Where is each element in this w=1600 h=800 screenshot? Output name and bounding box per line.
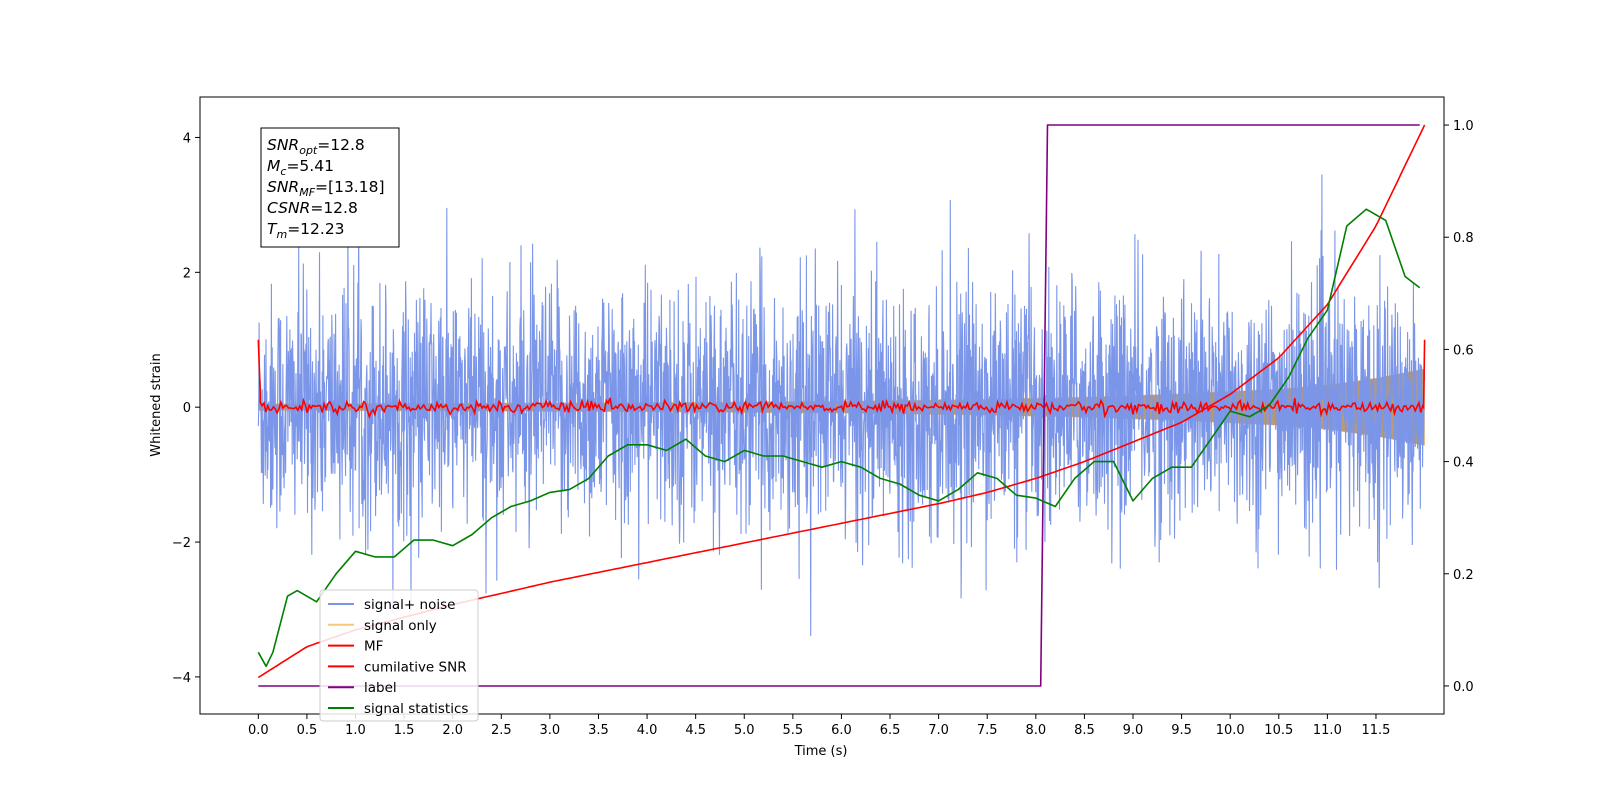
x-tick-label: 4.0 (637, 723, 658, 738)
legend-entry: signal+ noise (364, 597, 455, 613)
y-tick-label: −2 (172, 536, 191, 551)
legend-entry: label (364, 680, 397, 696)
x-tick-label: 8.0 (1025, 723, 1046, 738)
x-tick-label: 0.5 (297, 723, 318, 738)
x-tick-label: 3.0 (540, 723, 561, 738)
x-tick-label: 9.0 (1123, 723, 1144, 738)
y-axis-label: Whitened strain (149, 353, 164, 456)
x-tick-label: 10.0 (1216, 723, 1245, 738)
legend: signal+ noise signal only MF cumilative SNR… (319, 589, 479, 722)
x-tick-label: 3.5 (588, 723, 609, 738)
signal-noise-series (257, 174, 1426, 637)
signal-noise-line (257, 174, 1426, 637)
right-y-tick-label: 0.0 (1453, 680, 1474, 695)
x-tick-label: 1.0 (345, 723, 366, 738)
x-tick-label: 7.0 (928, 723, 949, 738)
y-axis-ticks: −4 −2 0 2 4 (172, 131, 200, 686)
x-tick-label: 11.5 (1361, 723, 1390, 738)
x-tick-label: 2.5 (491, 723, 512, 738)
label-line (258, 124, 1420, 687)
x-tick-label: 0.0 (248, 723, 269, 738)
annotation-box: SNRopt=12.8Mc=5.41SNRMF=[13.18]CSNR=12.8… (260, 127, 400, 248)
x-tick-label: 4.5 (685, 723, 706, 738)
legend-entry: MF (364, 639, 383, 655)
legend-entry: cumilative SNR (364, 659, 467, 675)
x-tick-label: 6.0 (831, 723, 852, 738)
legend-entry: signal statistics (364, 701, 468, 717)
annotation-line: SNRopt=12.8 (267, 136, 365, 157)
x-tick-label: 10.5 (1264, 723, 1293, 738)
y-tick-label: 0 (183, 401, 191, 416)
plot-frame (199, 96, 1445, 715)
x-tick-label: 8.5 (1074, 723, 1095, 738)
y-tick-label: −4 (172, 671, 191, 686)
mf-line (257, 339, 1426, 420)
signal-statistics-line (257, 208, 1421, 668)
right-y-tick-label: 0.4 (1453, 456, 1474, 471)
annotation-line: Tm=12.23 (267, 220, 345, 241)
annotation-line: CSNR=12.8 (267, 199, 358, 217)
right-y-tick-label: 0.8 (1453, 231, 1474, 246)
right-y-tick-label: 0.6 (1453, 343, 1474, 358)
x-tick-label: 5.5 (783, 723, 804, 738)
x-tick-label: 7.5 (977, 723, 998, 738)
x-tick-label: 2.0 (442, 723, 463, 738)
x-axis-ticks: 0.0 0.5 1.0 1.5 2.0 2.5 3.0 3.5 4.0 4.5 5.0 5.5 6.0 6… (248, 714, 1390, 738)
right-y-tick-label: 1.0 (1453, 119, 1474, 134)
x-axis-label: Time (s) (794, 744, 848, 759)
x-tick-label: 11.0 (1313, 723, 1342, 738)
right-y-axis-ticks: 0.0 0.2 0.4 0.6 0.8 1.0 (1444, 119, 1474, 695)
x-tick-label: 9.5 (1171, 723, 1192, 738)
x-tick-label: 1.5 (394, 723, 415, 738)
annotation-line: SNRMF=[13.18] (267, 178, 385, 199)
right-y-tick-label: 0.2 (1453, 568, 1474, 583)
annotation-line: Mc=5.41 (267, 157, 334, 178)
x-tick-label: 6.5 (880, 723, 901, 738)
legend-frame (319, 589, 479, 722)
legend-entry: signal only (364, 618, 437, 634)
y-tick-label: 4 (183, 131, 191, 146)
annotation-frame (260, 127, 400, 248)
y-tick-label: 2 (183, 266, 191, 281)
x-tick-label: 5.0 (734, 723, 755, 738)
